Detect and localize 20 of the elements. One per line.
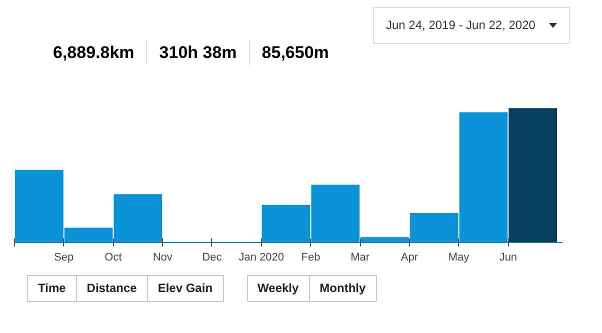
- text: Distance: [76, 275, 148, 302]
- x-tick-label: Dec: [202, 252, 222, 264]
- text: Jun 24, 2019 - Jun 22, 2020: [373, 7, 570, 44]
- x-tick-label: Jun: [499, 252, 518, 264]
- text: Monthly: [308, 275, 377, 302]
- x-tick-label: Nov: [152, 252, 173, 264]
- x-tick-label: Oct: [104, 252, 122, 264]
- text: 85,650m: [248, 41, 341, 66]
- text: Time: [27, 275, 77, 302]
- x-tick-label: Jan 2020: [238, 252, 284, 264]
- x-tick-label: Apr: [400, 252, 418, 264]
- text: 310h 38m: [146, 41, 249, 66]
- text: 6,889.8km: [52, 42, 136, 64]
- bar: [508, 108, 558, 242]
- text: Weekly: [246, 275, 310, 302]
- x-tick-label: May: [448, 252, 470, 264]
- x-tick-label: Mar: [350, 252, 370, 264]
- x-tick-label: Sep: [54, 252, 74, 264]
- x-tick-label: Feb: [301, 252, 320, 264]
- text: Elev Gain: [146, 275, 224, 302]
